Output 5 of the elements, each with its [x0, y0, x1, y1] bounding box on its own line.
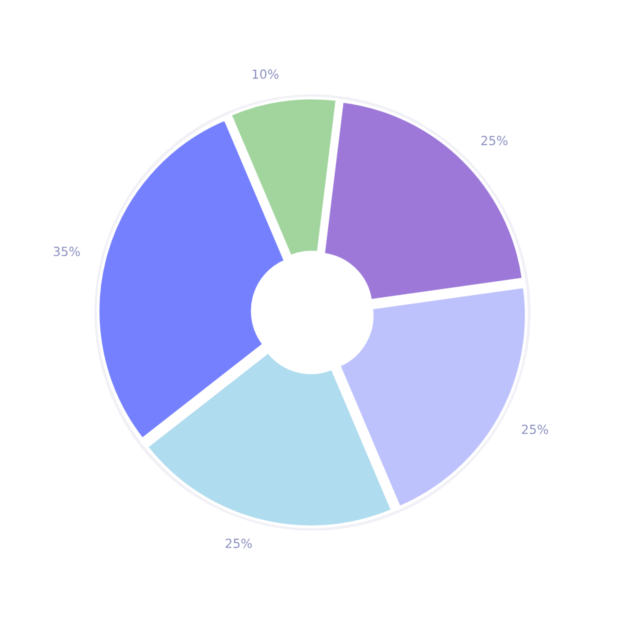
data-label: 25%: [226, 538, 252, 548]
data-label: 25%: [522, 424, 548, 434]
data-label: 25%: [481, 136, 508, 146]
data-label: 10%: [252, 69, 278, 79]
data-label: 35%: [54, 246, 80, 256]
